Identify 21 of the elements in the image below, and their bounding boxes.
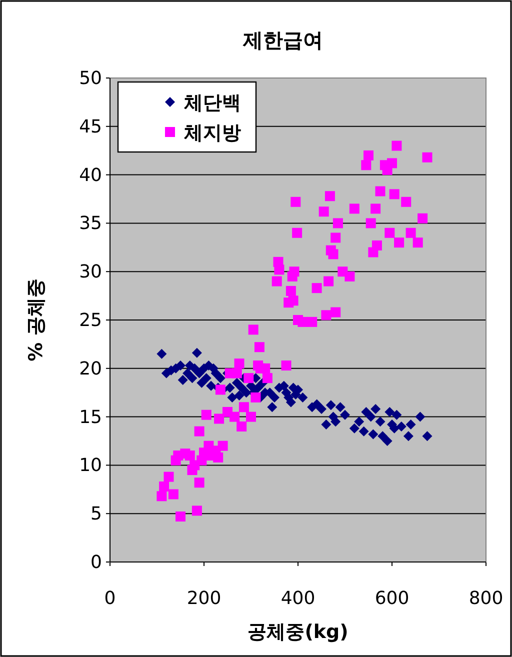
x-tick-label: 200 [186,588,222,609]
x-tick-label: 600 [374,588,410,609]
y-tick-label: 25 [79,310,102,331]
legend-label: 체지방 [183,122,241,144]
y-tick-label: 15 [79,406,102,428]
x-tick-label: 0 [104,588,116,609]
y-tick-label: 40 [79,164,102,186]
legend-label: 체단백 [183,92,241,114]
x-tick-label: 400 [280,588,316,609]
chart-title: 제한급여 [242,28,323,52]
x-axis-title: 공체중(kg) [248,621,348,643]
x-tick-label: 800 [468,588,504,609]
y-tick-label: 10 [79,455,102,476]
y-tick-label: 5 [90,504,102,525]
y-axis-title: % 공체중 [25,278,47,362]
y-tick-label: 45 [79,116,102,138]
y-tick-label: 0 [90,552,102,573]
y-tick-label: 30 [79,262,102,283]
y-tick-label: 35 [79,213,102,234]
y-tick-label: 50 [79,68,102,89]
y-tick-label: 20 [79,358,102,380]
